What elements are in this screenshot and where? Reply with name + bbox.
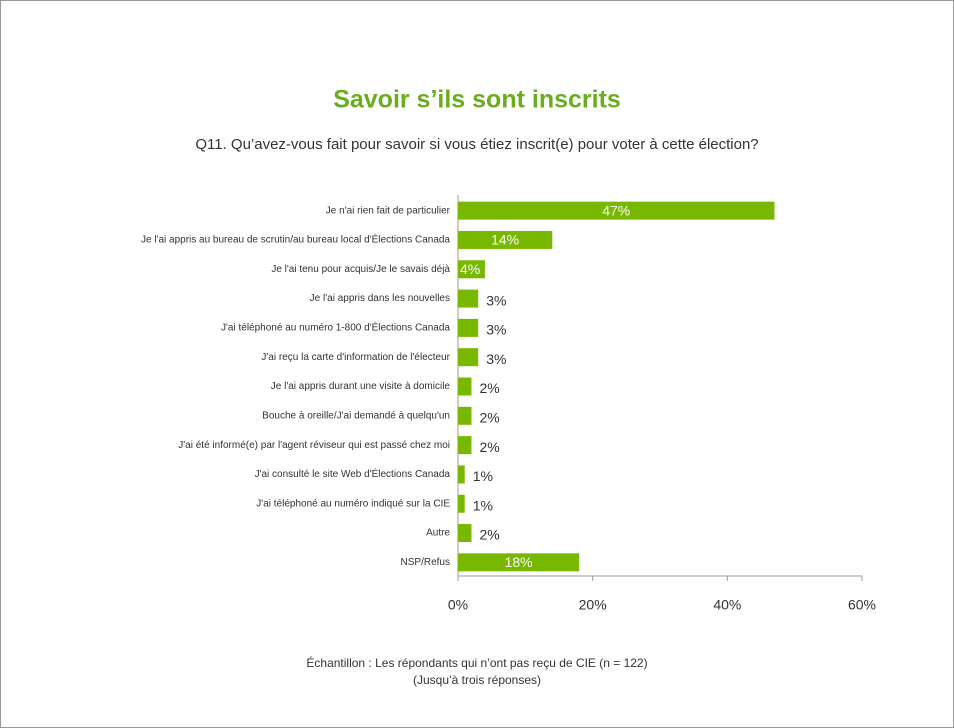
note: Échantillon : Les répondants qui n’ont p… — [306, 655, 647, 670]
value-label: 1% — [473, 497, 493, 513]
y-tick-label: J'ai téléphoné au numéro indiqué sur la … — [256, 498, 450, 509]
x-tick-label: 40% — [713, 597, 741, 613]
value-label: 14% — [491, 232, 519, 248]
bar — [458, 260, 485, 279]
bar — [458, 494, 465, 513]
value-label: 3% — [486, 351, 506, 367]
y-tick-label: J'ai été informé(e) par l'agent réviseur… — [178, 440, 450, 451]
x-tick-label: 20% — [579, 597, 607, 613]
y-tick-label: Je l'ai tenu pour acquis/Je le savais dé… — [271, 264, 450, 275]
value-label: 3% — [486, 292, 506, 308]
value-label: 2% — [479, 410, 499, 426]
bar — [458, 348, 479, 367]
bar — [458, 524, 472, 543]
bar — [458, 377, 472, 396]
bar — [458, 289, 479, 308]
bar — [458, 406, 472, 425]
bar — [458, 436, 472, 455]
y-tick-label: NSP/Refus — [401, 557, 450, 568]
bar — [458, 318, 479, 337]
value-label: 2% — [479, 527, 499, 543]
value-label: 18% — [505, 554, 533, 570]
value-label: 47% — [602, 202, 630, 218]
y-tick-label: Bouche à oreille/J'ai demandé à quelqu'u… — [262, 410, 450, 421]
value-label: 3% — [486, 322, 506, 338]
x-tick-label: 0% — [448, 597, 468, 613]
y-tick-label: J'ai téléphoné au numéro 1-800 d'Électio… — [221, 321, 450, 334]
y-tick-label: Je l'ai appris au bureau de scrutin/au b… — [141, 233, 450, 246]
value-label: 2% — [479, 380, 499, 396]
bar — [458, 230, 553, 249]
x-tick-label: 60% — [848, 597, 876, 613]
value-label: 1% — [473, 468, 493, 484]
y-tick-label: Je l'ai appris durant une visite à domic… — [271, 381, 451, 392]
bar — [458, 201, 775, 220]
bar — [458, 465, 465, 484]
note: (Jusqu’à trois réponses) — [413, 673, 541, 687]
chart-subtitle: Q11. Qu’avez-vous fait pour savoir si vo… — [195, 136, 758, 153]
chart-title: Savoir s’ils sont inscrits — [333, 86, 621, 114]
bar — [458, 553, 580, 572]
value-label: 4% — [460, 261, 480, 277]
y-tick-label: Autre — [426, 528, 450, 539]
y-tick-label: Je n'ai rien fait de particulier — [326, 205, 451, 216]
y-tick-label: J'ai reçu la carte d'information de l'él… — [261, 352, 450, 363]
value-label: 2% — [479, 439, 499, 455]
y-tick-label: Je l'ai appris dans les nouvelles — [310, 293, 450, 304]
y-tick-label: J'ai consulté le site Web d'Élections Ca… — [255, 467, 451, 480]
